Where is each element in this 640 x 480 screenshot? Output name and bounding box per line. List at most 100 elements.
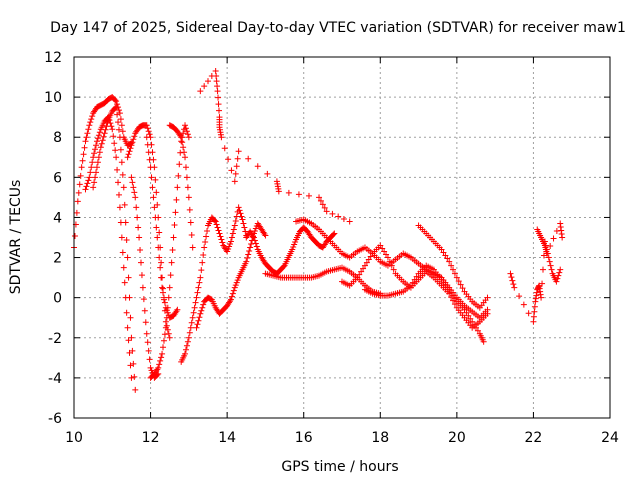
data-point xyxy=(190,309,197,316)
data-point xyxy=(129,179,136,186)
data-point xyxy=(87,119,94,126)
data-point xyxy=(384,254,391,261)
y-tick-label: -2 xyxy=(48,331,62,347)
data-point xyxy=(163,314,170,321)
data-point xyxy=(450,266,457,273)
data-point xyxy=(250,234,257,241)
data-point xyxy=(74,198,81,205)
data-point xyxy=(154,234,161,241)
data-point xyxy=(131,189,138,196)
data-point xyxy=(183,128,190,135)
data-point xyxy=(96,129,103,136)
data-point xyxy=(86,174,93,181)
data-point xyxy=(132,386,139,393)
data-point xyxy=(251,237,258,244)
data-point xyxy=(557,266,564,273)
data-point xyxy=(195,317,202,324)
data-point xyxy=(162,318,169,325)
data-point xyxy=(457,281,464,288)
data-point xyxy=(197,310,204,317)
data-point xyxy=(130,136,137,143)
data-point xyxy=(559,234,566,241)
data-point xyxy=(192,299,199,306)
data-point xyxy=(331,230,338,237)
data-point xyxy=(173,196,180,203)
data-point xyxy=(138,272,145,279)
data-point xyxy=(119,128,126,135)
data-point xyxy=(463,309,470,316)
data-point xyxy=(83,134,90,141)
data-point xyxy=(182,164,189,171)
data-point xyxy=(554,275,561,282)
data-point xyxy=(159,350,166,357)
data-point xyxy=(252,240,259,247)
data-point xyxy=(161,331,168,338)
data-point xyxy=(150,194,157,201)
data-point xyxy=(237,210,244,217)
y-tick-label: 2 xyxy=(53,251,62,267)
data-point xyxy=(91,179,98,186)
data-point xyxy=(381,248,388,255)
data-point xyxy=(212,68,219,75)
data-point xyxy=(335,213,342,220)
data-point xyxy=(227,241,234,248)
data-point xyxy=(71,232,78,239)
data-point xyxy=(133,204,140,211)
data-point xyxy=(321,204,328,211)
data-point xyxy=(160,337,167,344)
data-point xyxy=(340,215,347,222)
data-point xyxy=(82,186,89,193)
data-point xyxy=(158,354,165,361)
data-point xyxy=(93,142,100,149)
data-point xyxy=(95,132,102,139)
data-point xyxy=(88,164,95,171)
data-point xyxy=(118,234,125,241)
data-point xyxy=(553,227,560,234)
data-point xyxy=(117,146,124,153)
data-point xyxy=(216,107,223,114)
data-point xyxy=(240,220,247,227)
data-point xyxy=(112,147,119,154)
data-point xyxy=(119,249,126,256)
data-point xyxy=(229,290,236,297)
data-point xyxy=(146,156,153,163)
data-point xyxy=(448,262,455,269)
data-point xyxy=(156,361,163,368)
data-point xyxy=(407,282,414,289)
data-point xyxy=(290,244,297,251)
data-point xyxy=(330,231,337,238)
data-point xyxy=(120,264,127,271)
data-point xyxy=(103,123,110,130)
data-point xyxy=(245,251,252,258)
data-point xyxy=(213,73,220,80)
data-point xyxy=(165,294,172,301)
data-point xyxy=(107,120,114,127)
data-point xyxy=(555,272,562,279)
data-point xyxy=(469,318,476,325)
data-point xyxy=(120,184,127,191)
data-point xyxy=(125,337,132,344)
data-point xyxy=(156,229,163,236)
data-point xyxy=(137,247,144,254)
data-point xyxy=(179,139,186,146)
data-point xyxy=(546,258,553,265)
data-point xyxy=(132,194,139,201)
data-point xyxy=(329,210,336,217)
data-point xyxy=(164,309,171,316)
data-point xyxy=(201,244,208,251)
x-tick-label: 12 xyxy=(142,430,160,446)
data-point xyxy=(178,134,185,141)
data-point xyxy=(184,184,191,191)
data-point xyxy=(124,154,131,161)
data-point xyxy=(144,141,151,148)
data-point xyxy=(548,266,555,273)
data-point xyxy=(547,243,554,250)
data-point xyxy=(110,133,117,140)
data-point xyxy=(182,125,189,132)
data-point xyxy=(158,259,165,266)
data-point xyxy=(196,279,203,286)
data-point xyxy=(149,184,156,191)
data-point xyxy=(91,150,98,157)
data-point xyxy=(147,164,154,171)
data-point xyxy=(182,346,189,353)
